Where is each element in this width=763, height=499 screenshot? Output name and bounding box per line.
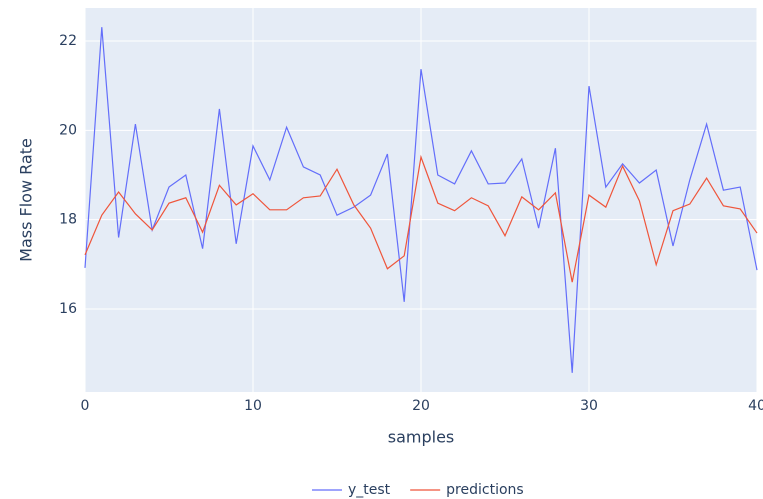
x-tick-label: 10 <box>244 398 262 414</box>
x-tick-label: 20 <box>412 398 430 414</box>
y-tick-label: 18 <box>59 212 77 228</box>
x-tick-label: 0 <box>81 398 90 414</box>
y-axis-title: Mass Flow Rate <box>17 138 36 262</box>
y-tick-label: 22 <box>59 33 77 49</box>
legend-label: y_test <box>348 482 391 498</box>
legend-label: predictions <box>446 482 524 498</box>
line-series <box>84 27 758 373</box>
line-series <box>84 154 758 283</box>
x-axis-title: samples <box>388 428 455 447</box>
x-tick-label: 30 <box>580 398 598 414</box>
x-tick-label: 40 <box>748 398 763 414</box>
y-tick-label: 20 <box>59 122 77 138</box>
y-tick-label: 16 <box>59 301 77 317</box>
